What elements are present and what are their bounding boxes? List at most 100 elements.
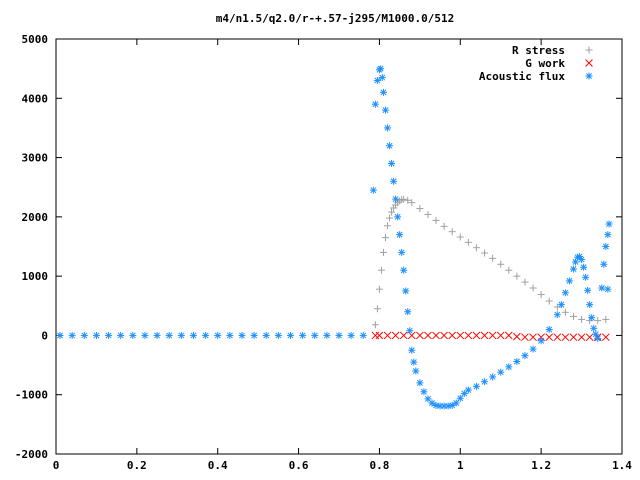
data-point: [452, 399, 460, 407]
x-tick-label: 1.4: [612, 459, 632, 472]
y-tick-label: 2000: [22, 211, 49, 224]
data-point: [384, 124, 392, 132]
data-point: [424, 331, 432, 340]
data-point: [399, 331, 408, 340]
x-tick-label: 0.6: [289, 459, 309, 472]
data-point: [406, 327, 414, 335]
x-tick-label: 0.4: [208, 459, 228, 472]
data-point: [590, 324, 598, 332]
data-point: [311, 331, 319, 339]
data-point: [80, 331, 88, 339]
data-point: [472, 331, 481, 340]
legend-label: Acoustic flux: [479, 70, 565, 83]
data-point: [359, 331, 367, 339]
data-point: [521, 333, 529, 342]
data-point: [521, 352, 529, 360]
data-point: [481, 249, 489, 257]
data-point: [286, 331, 294, 339]
data-point: [472, 244, 480, 252]
data-point: [456, 394, 464, 402]
data-point: [369, 186, 377, 194]
data-point: [561, 289, 569, 297]
data-point: [496, 331, 505, 340]
series-acoustic-flux: [56, 65, 613, 410]
data-point: [497, 368, 505, 376]
data-point: [545, 333, 554, 342]
data-point: [202, 331, 210, 339]
data-point: [586, 301, 594, 309]
data-point: [440, 222, 448, 230]
data-point: [580, 263, 588, 271]
data-point: [553, 311, 561, 319]
data-point: [432, 331, 440, 340]
data-point: [396, 231, 404, 239]
data-point: [388, 160, 396, 167]
data-point: [601, 333, 610, 342]
data-point: [505, 266, 513, 274]
data-point: [117, 331, 125, 339]
data-point: [274, 331, 282, 339]
data-point: [428, 399, 436, 407]
x-tick-label: 0.2: [127, 459, 147, 472]
legend-marker: [585, 46, 593, 54]
data-point: [432, 216, 440, 224]
data-point: [605, 220, 613, 228]
data-point: [529, 284, 537, 292]
data-point: [323, 331, 331, 339]
data-point: [177, 331, 185, 339]
data-point: [377, 65, 385, 73]
data-point: [504, 331, 513, 340]
data-point: [378, 74, 386, 82]
data-point: [153, 331, 161, 339]
data-point: [68, 331, 76, 339]
data-point: [588, 314, 596, 322]
x-tick-label: 1.2: [531, 459, 551, 472]
data-point: [250, 331, 258, 339]
data-point: [379, 88, 387, 96]
data-point: [416, 205, 424, 213]
y-tick-label: 5000: [22, 33, 49, 46]
data-point: [578, 256, 586, 264]
data-point: [545, 326, 553, 333]
data-point: [594, 317, 602, 325]
data-point: [373, 77, 381, 84]
data-point: [598, 284, 606, 292]
data-point: [400, 266, 408, 274]
data-point: [505, 363, 513, 371]
data-point: [569, 312, 577, 320]
y-tick-label: -1000: [15, 389, 48, 402]
y-tick-label: 0: [41, 329, 48, 342]
data-point: [585, 333, 594, 342]
data-point: [335, 331, 343, 339]
data-point: [420, 388, 428, 396]
data-point: [371, 100, 379, 108]
data-point: [604, 285, 612, 293]
data-point: [440, 331, 448, 340]
x-tick-label: 0: [53, 459, 60, 472]
data-point: [464, 386, 472, 394]
series-g-work: [371, 331, 610, 342]
data-point: [371, 331, 380, 340]
data-point: [226, 331, 234, 339]
data-point: [391, 331, 400, 340]
data-point: [214, 331, 222, 339]
data-point: [371, 321, 379, 329]
data-point: [388, 208, 396, 216]
data-point: [408, 199, 416, 207]
data-point: [472, 382, 480, 390]
data-point: [537, 291, 545, 299]
plot-frame: [55, 38, 623, 455]
data-point: [456, 331, 465, 340]
data-point: [384, 222, 392, 230]
data-point: [602, 315, 610, 323]
data-point: [456, 233, 464, 241]
data-point: [373, 305, 381, 313]
data-point: [553, 333, 562, 342]
data-point: [390, 177, 398, 185]
x-tick-label: 0.8: [369, 459, 389, 472]
data-point: [165, 331, 173, 339]
data-point: [464, 331, 473, 340]
data-point: [375, 331, 384, 340]
data-point: [513, 358, 521, 366]
